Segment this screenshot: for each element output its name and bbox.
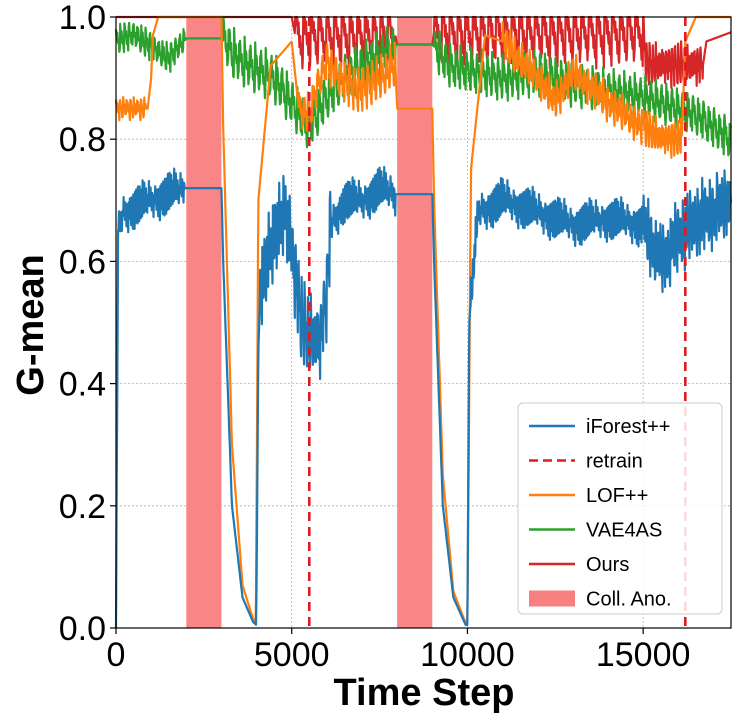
legend-label: iForest++ <box>586 416 670 438</box>
collective-anomaly-span <box>397 17 433 628</box>
retrain-lines <box>307 17 687 628</box>
tick-labels: 0 5000 10000 15000 0.0 0.2 0.4 0.6 0.8 1.0 <box>59 0 691 674</box>
y-tick-label: 0.8 <box>59 121 106 159</box>
x-tick-label: 5000 <box>254 636 330 674</box>
legend-label: VAE4AS <box>586 520 662 542</box>
axes-frame <box>115 16 732 629</box>
collective-anomaly-spans <box>186 17 433 628</box>
legend-box <box>517 402 723 615</box>
x-tick-label: 15000 <box>596 636 691 674</box>
y-tick-label: 0.4 <box>59 366 106 404</box>
y-tick-label: 1.0 <box>59 0 106 37</box>
series-line-vae4as <box>114 15 732 157</box>
legend-label: LOF++ <box>586 485 648 507</box>
x-tick-label: 0 <box>107 636 126 674</box>
y-tick-label: 0.6 <box>59 243 106 281</box>
y-tick-label: 0.2 <box>59 488 106 526</box>
y-axis-label: G-mean <box>10 254 52 395</box>
collective-anomaly-span <box>186 17 222 628</box>
legend-label: retrain <box>586 451 643 473</box>
x-axis-label: Time Step <box>334 672 515 714</box>
axes-frame-rect <box>115 16 732 629</box>
y-tick-label: 0.0 <box>59 610 106 648</box>
legend-label: Coll. Ano. <box>586 589 672 611</box>
legend: iForest++ retrain LOF++ VAE4AS Ours Coll. Ano… <box>517 402 723 615</box>
legend-label: Ours <box>586 554 629 576</box>
series-line-iforest- <box>114 165 732 629</box>
legend-swatch <box>529 590 575 607</box>
x-tick-label: 10000 <box>420 636 515 674</box>
